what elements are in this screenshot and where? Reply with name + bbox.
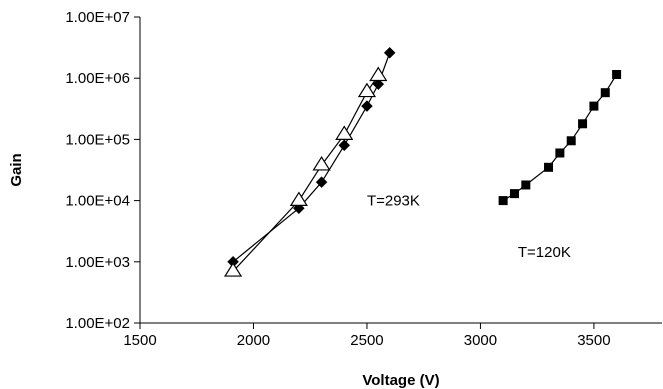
series-2: [223, 66, 388, 277]
y-axis-title: Gain: [8, 153, 25, 186]
triangle-point: [357, 82, 377, 98]
square-point: [600, 88, 610, 98]
y-tick-label: 1.00E+03: [65, 254, 130, 271]
series-layer: [223, 46, 622, 277]
y-tick-label: 1.00E+07: [65, 9, 130, 26]
triangle-point: [223, 262, 243, 277]
x-tick-label: 3500: [577, 332, 610, 349]
square-point: [498, 196, 508, 206]
square-point: [566, 136, 576, 146]
series-2-line: [232, 75, 379, 272]
square-point: [612, 69, 622, 79]
y-tick-label: 1.00E+04: [65, 193, 130, 210]
x-tick-label: 2000: [237, 332, 270, 349]
x-axis-ticks: 1500 2000 2500 3000 3500: [123, 323, 611, 349]
square-point: [578, 119, 588, 129]
temperature-annotation: T=293K: [367, 193, 420, 210]
y-tick-label: 1.00E+05: [65, 131, 130, 148]
triangle-point: [312, 155, 331, 171]
x-tick-label: 3000: [464, 332, 497, 349]
y-axis-ticks: 1.00E+02 1.00E+03 1.00E+04 1.00E+05 1.00E+06…: [65, 9, 140, 332]
diamond-point: [338, 139, 351, 152]
x-axis-title: Voltage (V): [362, 372, 439, 389]
square-point: [555, 148, 565, 158]
square-point: [544, 162, 554, 172]
diamond-point: [315, 176, 328, 189]
y-tick-label: 1.00E+06: [65, 70, 130, 87]
series-3-line: [502, 74, 618, 202]
temperature-annotation: T=120K: [518, 244, 571, 261]
x-tick-label: 2500: [350, 332, 383, 349]
triangle-point: [289, 191, 308, 206]
series-3: [498, 69, 622, 206]
annotation-layer: T=293K T=120K: [367, 193, 571, 261]
x-tick-label: 1500: [123, 332, 156, 349]
y-tick-label: 1.00E+02: [65, 315, 130, 332]
diamond-point: [372, 78, 385, 90]
square-point: [509, 189, 519, 199]
square-point: [521, 180, 531, 190]
triangle-point: [335, 125, 354, 140]
triangle-point: [369, 66, 388, 82]
diamond-point: [361, 100, 373, 112]
square-point: [589, 101, 599, 111]
diamond-point: [383, 46, 396, 59]
